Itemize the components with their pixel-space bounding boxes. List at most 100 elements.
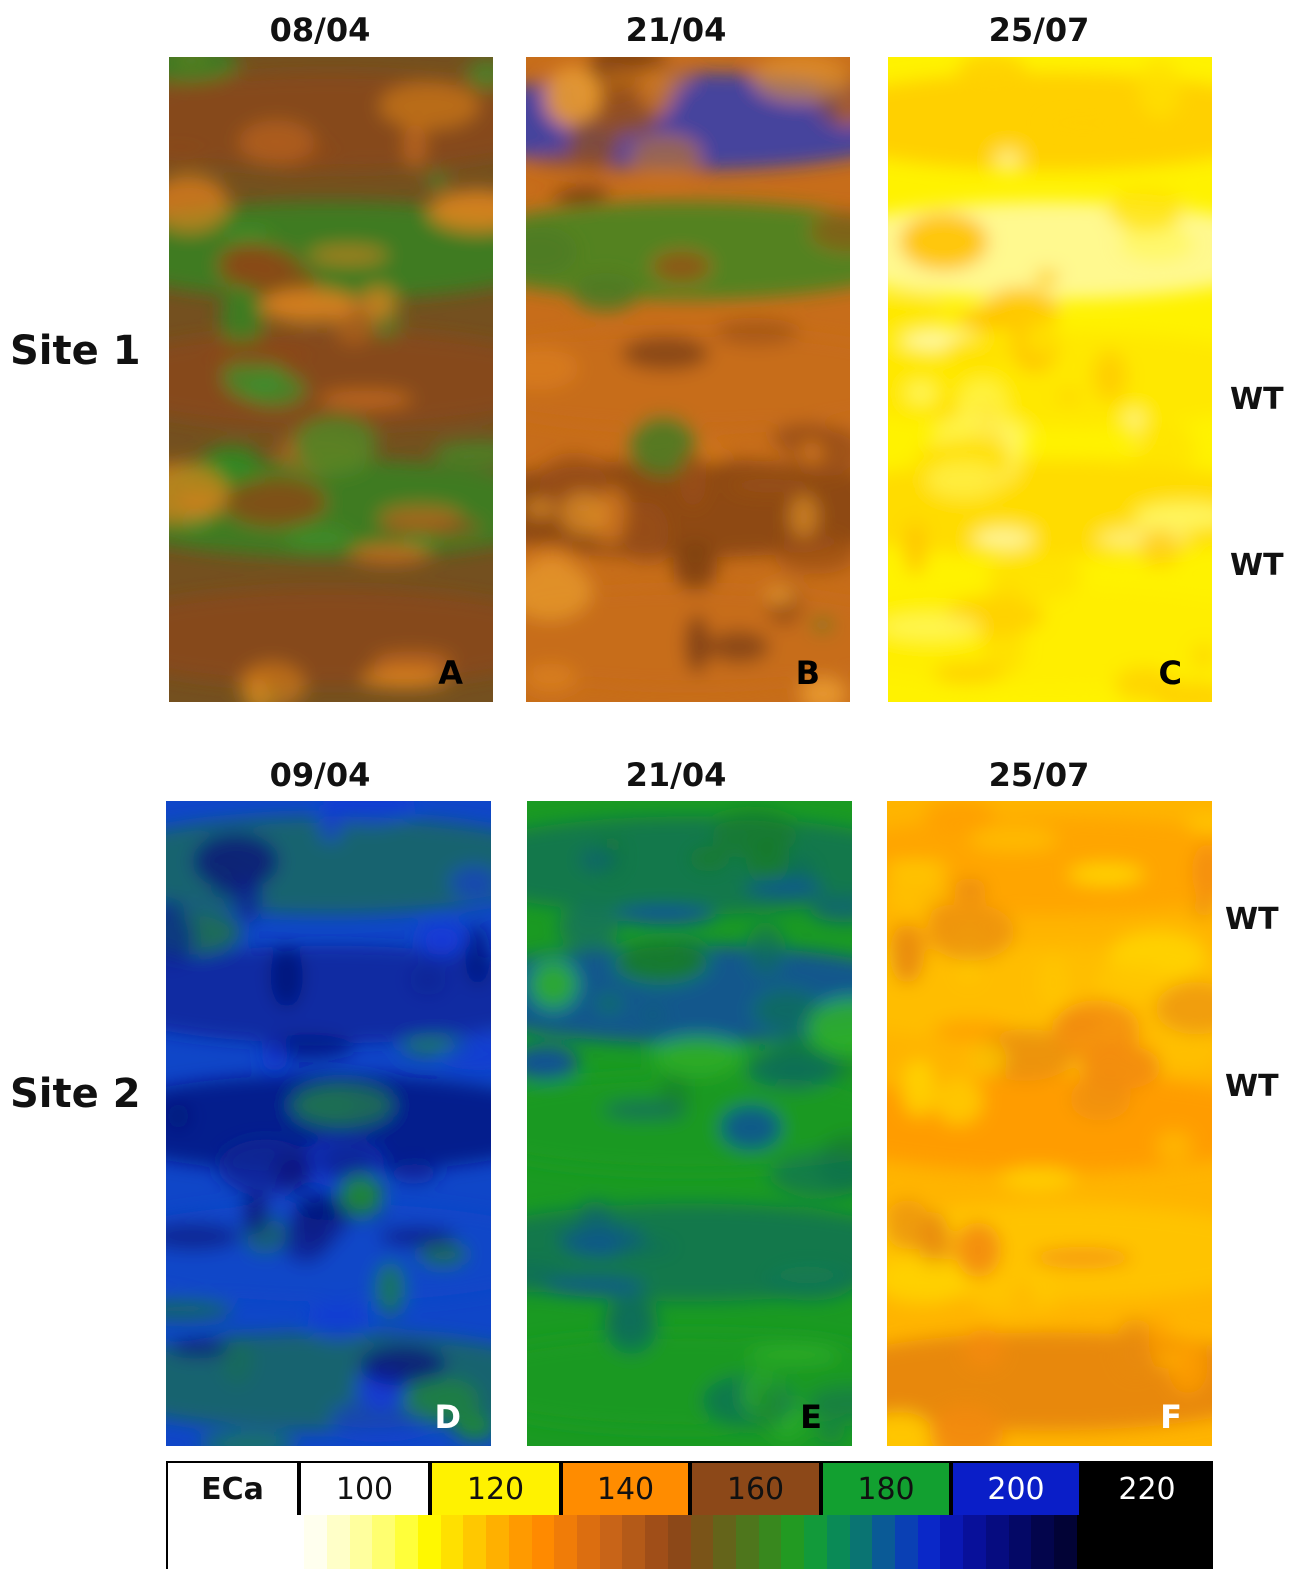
heatmap-contour-blob xyxy=(259,288,358,323)
heatmap-contour-blob xyxy=(526,225,578,278)
ramp-swatch-25 xyxy=(735,1515,759,1569)
heatmap-contour-blob xyxy=(428,189,493,232)
heatmap-contour-blob xyxy=(810,896,852,923)
heatmap-contour-blob xyxy=(1056,388,1082,406)
heatmap-a-canvas xyxy=(169,57,493,702)
heatmap-contour-blob xyxy=(529,959,578,1009)
heatmap-contour-blob xyxy=(810,616,834,633)
heatmap-contour-blob xyxy=(431,441,493,467)
heatmap-contour-blob xyxy=(1068,863,1144,885)
heatmap-contour-blob xyxy=(1155,982,1212,1035)
ramp-swatch-4 xyxy=(258,1515,282,1569)
heatmap-panel-f: F xyxy=(887,801,1212,1446)
ramp-swatch-19 xyxy=(599,1515,623,1569)
heatmap-contour-blob xyxy=(1168,1339,1208,1394)
legend-value-140: 140 xyxy=(561,1461,690,1517)
ramp-swatch-31 xyxy=(872,1515,895,1569)
heatmap-contour-blob xyxy=(223,477,327,527)
ramp-swatch-45 xyxy=(1190,1515,1214,1569)
legend-value-row: ECa 100 120 140 160 180 200 220 xyxy=(166,1461,1213,1517)
heatmap-contour-blob xyxy=(595,993,624,1014)
panel-b-date: 21/04 xyxy=(625,11,727,49)
ramp-swatch-44 xyxy=(1167,1515,1191,1569)
heatmap-contour-blob xyxy=(374,1261,406,1316)
heatmap-contour-blob xyxy=(238,120,316,165)
heatmap-c-canvas xyxy=(888,57,1212,702)
heatmap-contour-blob xyxy=(465,924,490,986)
ramp-swatch-27 xyxy=(781,1515,805,1569)
heatmap-contour-blob xyxy=(1029,1262,1050,1307)
heatmap-contour-blob xyxy=(673,542,718,592)
heatmap-contour-blob xyxy=(888,291,948,339)
heatmap-contour-blob xyxy=(166,1299,233,1320)
heatmap-contour-blob xyxy=(442,1038,491,1071)
panel-d-letter: D xyxy=(434,1398,461,1436)
heatmap-contour-blob xyxy=(166,911,196,964)
heatmap-contour-blob xyxy=(904,521,926,575)
heatmap-contour-blob xyxy=(167,1103,190,1129)
heatmap-band xyxy=(526,330,850,429)
ramp-swatch-35 xyxy=(963,1515,986,1569)
legend-value-100: 100 xyxy=(299,1461,430,1517)
heatmap-contour-blob xyxy=(790,494,818,538)
heatmap-contour-blob xyxy=(780,857,815,882)
heatmap-contour-blob xyxy=(614,1239,676,1255)
heatmap-contour-blob xyxy=(338,1174,383,1218)
heatmap-b-canvas xyxy=(526,57,850,702)
ramp-swatch-33 xyxy=(917,1515,941,1569)
heatmap-contour-blob xyxy=(766,1264,852,1301)
heatmap-contour-blob xyxy=(293,415,378,474)
heatmap-contour-blob xyxy=(418,1241,468,1268)
heatmap-contour-blob xyxy=(1156,1024,1212,1072)
ramp-swatch-40 xyxy=(1076,1515,1100,1569)
heatmap-contour-blob xyxy=(898,211,990,272)
ramp-swatch-9 xyxy=(372,1515,396,1569)
ramp-swatch-8 xyxy=(349,1515,373,1569)
heatmap-contour-blob xyxy=(887,1411,935,1446)
heatmap-contour-blob xyxy=(360,669,449,689)
heatmap-contour-blob xyxy=(1116,222,1197,265)
ramp-swatch-30 xyxy=(849,1515,873,1569)
heatmap-contour-blob xyxy=(1148,1313,1171,1369)
heatmap-contour-blob xyxy=(323,801,416,825)
heatmap-contour-blob xyxy=(544,1278,646,1294)
heatmap-contour-blob xyxy=(688,845,729,872)
heatmap-contour-blob xyxy=(378,1226,456,1247)
heatmap-contour-blob xyxy=(925,462,1004,499)
heatmap-contour-blob xyxy=(679,450,707,508)
heatmap-contour-blob xyxy=(1114,1318,1157,1378)
heatmap-contour-blob xyxy=(1040,114,1136,132)
heatmap-contour-blob xyxy=(556,1228,641,1247)
heatmap-contour-blob xyxy=(1133,502,1212,531)
heatmap-contour-blob xyxy=(200,1432,296,1446)
heatmap-contour-blob xyxy=(800,440,823,464)
heatmap-contour-blob xyxy=(1122,423,1192,439)
heatmap-contour-blob xyxy=(934,1076,983,1125)
ramp-swatch-3 xyxy=(236,1515,259,1569)
heatmap-contour-blob xyxy=(994,148,1023,173)
heatmap-contour-blob xyxy=(1092,350,1128,403)
ramp-swatch-14 xyxy=(486,1515,509,1569)
heatmap-contour-blob xyxy=(223,355,285,400)
heatmap-contour-blob xyxy=(390,1163,439,1185)
heatmap-contour-blob xyxy=(933,1019,1012,1041)
heatmap-contour-blob xyxy=(358,1344,448,1386)
heatmap-panel-c: C xyxy=(888,57,1212,702)
heatmap-contour-blob xyxy=(986,552,1083,601)
heatmap-contour-blob xyxy=(918,1211,951,1272)
heatmap-contour-blob xyxy=(526,663,578,693)
ramp-swatch-7 xyxy=(327,1515,350,1569)
heatmap-contour-blob xyxy=(320,1141,376,1182)
heatmap-panel-d: D xyxy=(166,801,491,1446)
heatmap-contour-blob xyxy=(1185,815,1212,833)
heatmap-contour-blob xyxy=(714,319,800,346)
heatmap-contour-blob xyxy=(284,525,352,553)
heatmap-contour-blob xyxy=(1192,643,1212,669)
heatmap-contour-blob xyxy=(652,251,711,282)
heatmap-contour-blob xyxy=(746,1049,840,1089)
heatmap-contour-blob xyxy=(526,500,556,516)
ramp-swatch-21 xyxy=(645,1515,668,1569)
heatmap-contour-blob xyxy=(1033,268,1060,286)
legend-eca-label: ECa xyxy=(166,1461,299,1517)
ramp-swatch-41 xyxy=(1099,1515,1123,1569)
